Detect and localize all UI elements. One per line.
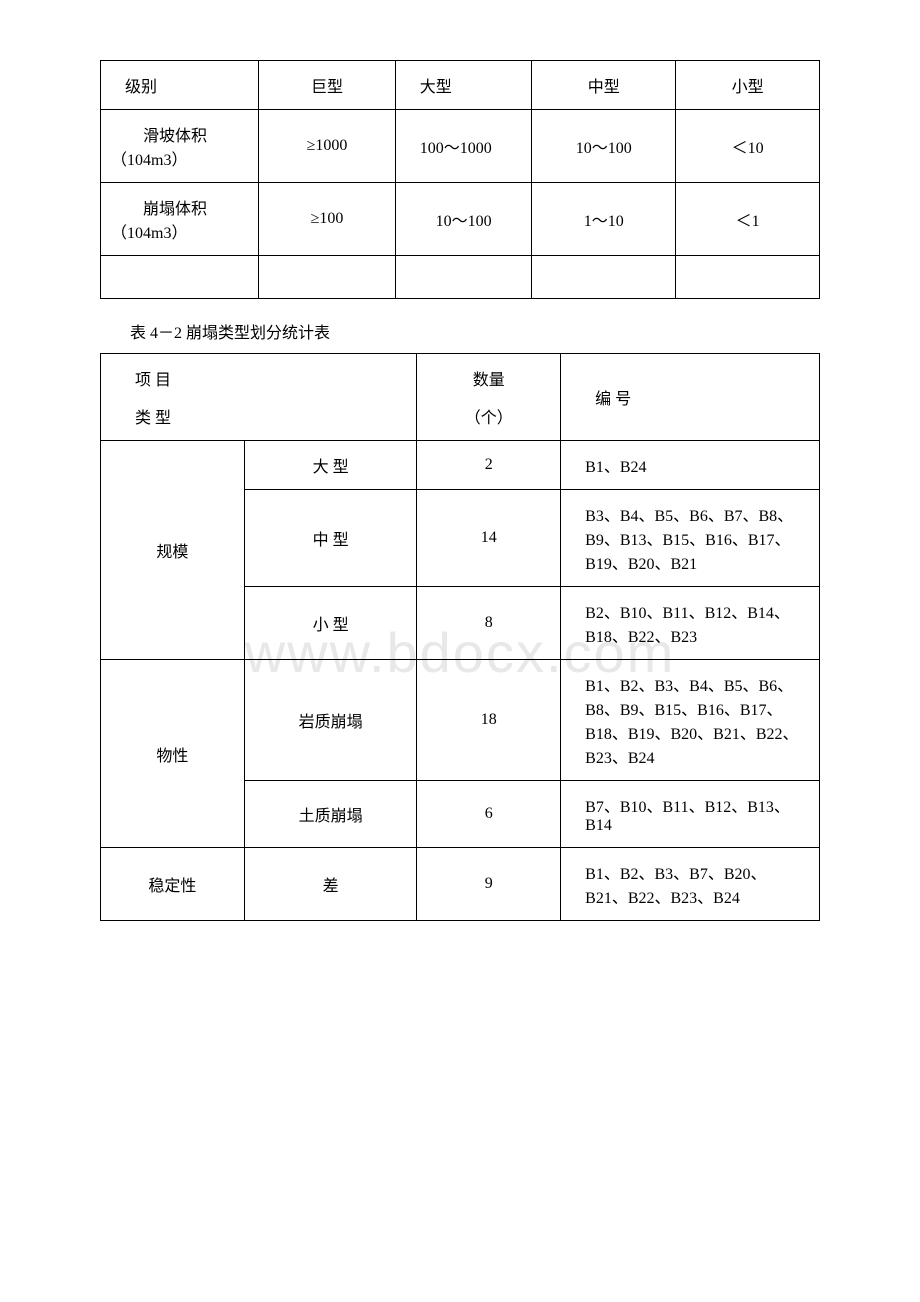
type-cell: 小 型 (244, 587, 417, 660)
group-cell: 规模 (101, 441, 245, 660)
header-cell: 小型 (676, 61, 820, 110)
empty-cell (395, 256, 532, 299)
codes-cell: B7、B10、B11、B12、B13、B14 (561, 781, 820, 848)
header-cell: 项 目 类 型 (101, 354, 417, 441)
table-row: 级别 巨型 大型 中型 小型 (101, 61, 820, 110)
data-cell: ≥100 (259, 183, 396, 256)
empty-cell (676, 256, 820, 299)
codes-cell: B2、B10、B11、B12、B14、B18、B22、B23 (561, 587, 820, 660)
codes-cell: B1、B2、B3、B4、B5、B6、B8、B9、B15、B16、B17、B18、… (561, 660, 820, 781)
codes-cell: B1、B2、B3、B7、B20、B21、B22、B23、B24 (561, 848, 820, 921)
type-cell: 中 型 (244, 490, 417, 587)
header-cell: 编 号 (561, 354, 820, 441)
data-cell: ＜1 (676, 183, 820, 256)
count-cell: 9 (417, 848, 561, 921)
table-2: 项 目 类 型 数量 （个） 编 号 规模 大 型 2 B1、B24 中 型 1… (100, 353, 820, 921)
table-row: 规模 大 型 2 B1、B24 (101, 441, 820, 490)
empty-cell (259, 256, 396, 299)
group-cell: 稳定性 (101, 848, 245, 921)
table-row: 项 目 类 型 数量 （个） 编 号 (101, 354, 820, 441)
table-1: 级别 巨型 大型 中型 小型 滑坡体积（104m3） ≥1000 100～100… (100, 60, 820, 299)
row-label: 崩塌体积（104m3） (101, 183, 259, 256)
count-cell: 2 (417, 441, 561, 490)
codes-cell: B3、B4、B5、B6、B7、B8、B9、B13、B15、B16、B17、B19… (561, 490, 820, 587)
table-row: 物性 岩质崩塌 18 B1、B2、B3、B4、B5、B6、B8、B9、B15、B… (101, 660, 820, 781)
table-row (101, 256, 820, 299)
header-cell: 级别 (101, 61, 259, 110)
page-content: 级别 巨型 大型 中型 小型 滑坡体积（104m3） ≥1000 100～100… (100, 60, 820, 921)
count-cell: 18 (417, 660, 561, 781)
table-2-caption: 表 4－2 崩塌类型划分统计表 (130, 319, 820, 343)
type-cell: 差 (244, 848, 417, 921)
type-cell: 土质崩塌 (244, 781, 417, 848)
header-cell: 数量 （个） (417, 354, 561, 441)
table-row: 滑坡体积（104m3） ≥1000 100～1000 10～100 ＜10 (101, 110, 820, 183)
data-cell: 10～100 (395, 183, 532, 256)
row-label: 滑坡体积（104m3） (101, 110, 259, 183)
data-cell: 10～100 (532, 110, 676, 183)
data-cell: ＜10 (676, 110, 820, 183)
type-cell: 岩质崩塌 (244, 660, 417, 781)
table-row: 崩塌体积（104m3） ≥100 10～100 1～10 ＜1 (101, 183, 820, 256)
header-cell: 中型 (532, 61, 676, 110)
data-cell: ≥1000 (259, 110, 396, 183)
empty-cell (101, 256, 259, 299)
header-cell: 大型 (395, 61, 532, 110)
codes-cell: B1、B24 (561, 441, 820, 490)
count-cell: 8 (417, 587, 561, 660)
empty-cell (532, 256, 676, 299)
table-row: 稳定性 差 9 B1、B2、B3、B7、B20、B21、B22、B23、B24 (101, 848, 820, 921)
count-cell: 14 (417, 490, 561, 587)
group-cell: 物性 (101, 660, 245, 848)
data-cell: 100～1000 (395, 110, 532, 183)
header-cell: 巨型 (259, 61, 396, 110)
count-cell: 6 (417, 781, 561, 848)
data-cell: 1～10 (532, 183, 676, 256)
type-cell: 大 型 (244, 441, 417, 490)
